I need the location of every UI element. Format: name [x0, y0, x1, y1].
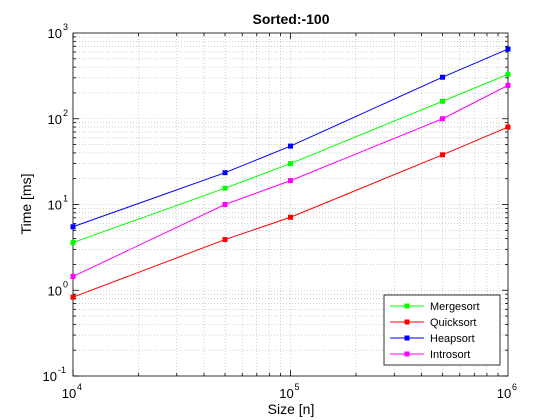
data-point	[505, 124, 511, 130]
data-point	[288, 178, 293, 184]
legend-swatch-marker	[404, 319, 410, 325]
legend-item: Introsort	[390, 349, 470, 361]
legend-item: Heapsort	[390, 333, 475, 345]
x-tick-label-exponent: 5	[295, 382, 300, 392]
legend-label: Quicksort	[430, 317, 476, 329]
y-tick-label-exponent: 0	[63, 279, 68, 289]
legend-swatch-marker	[404, 351, 410, 357]
tick-labels: 10 4 10 5 10 610 -110 010 110 210 3	[43, 22, 517, 401]
legend-swatch-marker	[404, 335, 410, 341]
data-point	[505, 82, 511, 88]
data-point	[440, 74, 446, 80]
legend-item: Quicksort	[390, 317, 476, 329]
legend: Mergesort Quicksort Heapsort Introsort	[383, 294, 501, 366]
data-point	[70, 240, 76, 246]
data-point	[288, 143, 293, 149]
legend-label: Introsort	[430, 349, 470, 361]
data-point	[70, 224, 76, 230]
y-tick-label-base: 10	[48, 112, 62, 127]
series-heapsort	[70, 46, 511, 230]
series-mergesort	[70, 71, 511, 246]
y-tick-label-exponent: 3	[63, 22, 68, 32]
y-tick-label-exponent: 1	[63, 194, 68, 204]
series-quicksort	[70, 124, 511, 300]
chart-title: Sorted:-100	[252, 11, 329, 27]
y-tick-label: 10 0	[48, 279, 68, 298]
data-point	[505, 71, 511, 77]
data-point	[70, 273, 76, 279]
y-tick-label-base: 10	[48, 26, 62, 41]
x-tick-label-base: 10	[497, 386, 511, 401]
data-point	[70, 294, 76, 300]
legend-label: Mergesort	[430, 301, 480, 313]
x-tick-label-exponent: 4	[77, 382, 82, 392]
y-tick-label: 10 3	[48, 22, 68, 41]
x-tick-label-base: 10	[279, 386, 293, 401]
data-point	[222, 185, 228, 191]
y-tick-label-exponent: -1	[58, 365, 66, 375]
legend-swatch-marker	[404, 303, 410, 309]
data-point	[440, 152, 446, 158]
y-tick-label-base: 10	[48, 283, 62, 298]
data-point	[440, 98, 446, 104]
y-tick-label-exponent: 2	[63, 108, 68, 118]
data-point	[222, 237, 228, 243]
x-tick-label: 10 4	[62, 382, 82, 401]
legend-item: Mergesort	[390, 301, 480, 313]
y-tick-label-base: 10	[43, 369, 57, 384]
data-point	[222, 202, 228, 207]
y-tick-label: 10 -1	[43, 365, 66, 384]
data-point	[440, 116, 446, 122]
y-axis-label: Time [ms]	[18, 174, 34, 235]
ticks	[72, 33, 508, 377]
x-tick-label-exponent: 6	[512, 382, 517, 392]
x-tick-label-base: 10	[62, 386, 76, 401]
data-point	[222, 170, 228, 176]
data-point	[288, 214, 293, 220]
series-layer	[70, 46, 511, 300]
legend-label: Heapsort	[430, 333, 475, 345]
data-point	[288, 161, 293, 167]
legend-box	[383, 294, 501, 366]
series-introsort	[70, 82, 511, 279]
x-tick-label: 10 5	[279, 382, 299, 401]
data-point	[505, 46, 511, 52]
grid	[72, 33, 508, 377]
y-tick-label: 10 1	[48, 194, 68, 213]
y-tick-label-base: 10	[48, 198, 62, 213]
y-tick-label: 10 2	[48, 108, 68, 127]
x-axis-label: Size [n]	[268, 401, 315, 417]
x-tick-label: 10 6	[497, 382, 517, 401]
